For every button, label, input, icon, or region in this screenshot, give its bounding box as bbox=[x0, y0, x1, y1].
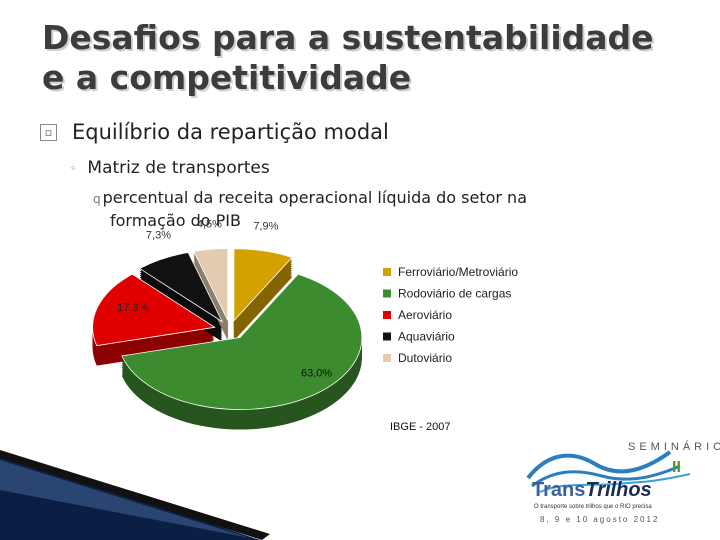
bullet-level-2: ◦ Matriz de transportes bbox=[70, 158, 270, 178]
pie-slice-side-dutoviario bbox=[193, 263, 228, 336]
pie-slice-side-ferroviario-metroviario bbox=[233, 261, 293, 334]
pie-slice-side-aeroviario bbox=[92, 293, 215, 365]
transtrilhos-logo: SEMINÁRIO II TransTrilhos O transporte s… bbox=[526, 440, 720, 524]
title-line-2: e a competitividade bbox=[42, 58, 412, 97]
pie-slice-side-ferroviario-metroviario bbox=[233, 253, 293, 326]
pie-slice-side-aquaviario bbox=[139, 261, 223, 331]
pie-slice-side-aeroviario bbox=[92, 291, 215, 363]
bullet-3-line-2: formação do PIB bbox=[110, 211, 241, 230]
pie-slice-side-aquaviario bbox=[139, 253, 223, 323]
pie-slice-side-dutoviario bbox=[193, 259, 228, 332]
pie-slice-ferroviario-metroviario bbox=[233, 248, 293, 322]
pie-slice-side-ferroviario-metroviario bbox=[233, 251, 293, 324]
bullet-level-3: q percentual da receita operacional líqui… bbox=[93, 187, 673, 231]
circle-bullet-icon: ◦ bbox=[70, 161, 77, 175]
legend-swatch-aeroviario bbox=[383, 311, 391, 319]
title-line-1: Desafios para a sustentabilidade bbox=[42, 18, 654, 57]
pie-slice-side-ferroviario-metroviario bbox=[233, 259, 293, 332]
pie-slice-side-aeroviario bbox=[92, 279, 215, 351]
pie-slice-dutoviario bbox=[193, 248, 229, 321]
pie-slice-side-dutoviario bbox=[193, 267, 228, 340]
pie-slice-side-rodoviario-de-cargas bbox=[121, 277, 362, 413]
pie-slice-side-aquaviario bbox=[139, 265, 223, 335]
legend-label-aeroviario: Aeroviário bbox=[398, 308, 452, 322]
pie-slice-side-ferroviario-metroviario bbox=[233, 263, 293, 336]
pie-slice-side-ferroviario-metroviario bbox=[233, 255, 293, 328]
legend-swatch-dutoviario bbox=[383, 354, 391, 362]
pie-slice-side-aeroviario bbox=[92, 294, 215, 366]
pie-slice-side-ferroviario-metroviario bbox=[233, 249, 293, 322]
pie-slice-aquaviario bbox=[138, 252, 224, 323]
pie-slice-side-rodoviario-de-cargas bbox=[121, 291, 362, 427]
pie-slice-side-ferroviario-metroviario bbox=[233, 267, 293, 340]
legend-label-ferroviario-metroviario: Ferroviário/Metroviário bbox=[398, 265, 518, 279]
pie-slice-side-rodoviario-de-cargas bbox=[121, 275, 362, 411]
pie-slice-side-rodoviario-de-cargas bbox=[121, 289, 362, 425]
square-bullet-icon: ▫ bbox=[40, 124, 57, 141]
pie-slice-side-aquaviario bbox=[139, 259, 223, 329]
data-label-aeroviario: 17,3% bbox=[117, 302, 148, 314]
legend-swatch-ferroviario-metroviario bbox=[383, 268, 391, 276]
pie-slice-side-aquaviario bbox=[139, 255, 223, 325]
pie-slice-side-aquaviario bbox=[139, 257, 223, 327]
pie-slice-side-dutoviario bbox=[193, 261, 228, 334]
pie-slice-side-dutoviario bbox=[193, 251, 228, 324]
bullet-3-line-1: percentual da receita operacional líquid… bbox=[102, 188, 527, 207]
pie-slice-side-aeroviario bbox=[92, 289, 215, 361]
logo-trans: Trans bbox=[532, 479, 585, 501]
pie-slice-side-rodoviario-de-cargas bbox=[121, 287, 362, 423]
pie-slice-side-aeroviario bbox=[92, 283, 215, 355]
pie-slice-side-aquaviario bbox=[139, 263, 223, 333]
logo-numeral: II bbox=[672, 459, 681, 476]
legend-swatch-aquaviario bbox=[383, 332, 391, 341]
pie-slice-side-dutoviario bbox=[193, 253, 228, 326]
slide-title: Desafios para a sustentabilidade e a com… bbox=[42, 18, 702, 98]
bullet-3-marker: q bbox=[93, 192, 101, 206]
chart-source: IBGE - 2007 bbox=[390, 421, 451, 433]
data-label-aquaviario: 7,3% bbox=[146, 230, 171, 242]
pie-slice-side-dutoviario bbox=[193, 265, 228, 338]
pie-slice-aeroviario bbox=[92, 273, 216, 347]
pie-slice-side-rodoviario-de-cargas bbox=[121, 283, 362, 419]
decorative-swoosh bbox=[0, 450, 270, 540]
pie-slice-side-aeroviario bbox=[92, 275, 215, 347]
pie-slice-side-ferroviario-metroviario bbox=[233, 265, 293, 338]
legend-swatch-rodoviario-de-cargas bbox=[383, 289, 391, 298]
pie-slice-side-rodoviario-de-cargas bbox=[121, 293, 362, 429]
pie-slice-side-rodoviario-de-cargas bbox=[121, 281, 362, 417]
pie-slice-side-dutoviario bbox=[193, 249, 228, 322]
data-label-rodoviario-de-cargas: 63,0% bbox=[301, 368, 332, 380]
logo-seminario: SEMINÁRIO bbox=[628, 440, 720, 453]
pie-slice-side-aeroviario bbox=[92, 281, 215, 353]
pie-slice-side-aeroviario bbox=[92, 277, 215, 349]
logo-trilhos: Trilhos bbox=[585, 479, 651, 501]
pie-slice-side-aquaviario bbox=[139, 271, 223, 341]
pie-slice-side-ferroviario-metroviario bbox=[233, 257, 293, 330]
pie-slice-side-aquaviario bbox=[139, 272, 223, 342]
pie-slice-side-dutoviario bbox=[193, 268, 228, 341]
legend-label-aquaviario: Aquaviário bbox=[398, 330, 455, 344]
pie-slice-side-ferroviario-metroviario bbox=[233, 268, 293, 341]
legend-label-rodoviario-de-cargas: Rodoviário de cargas bbox=[398, 287, 511, 301]
bullet-2-text: Matriz de transportes bbox=[87, 158, 270, 178]
logo-tagline: O transporte sobre trilhos que o RIO pre… bbox=[534, 504, 652, 510]
svg-text:TransTrilhos: TransTrilhos bbox=[532, 479, 652, 501]
pie-slice-side-dutoviario bbox=[193, 255, 228, 328]
legend-label-dutoviario: Dutoviário bbox=[398, 351, 452, 365]
pie-slice-side-aeroviario bbox=[92, 287, 215, 359]
pie-slice-side-rodoviario-de-cargas bbox=[121, 279, 362, 415]
pie-slice-rodoviario-de-cargas bbox=[121, 273, 363, 410]
pie-slice-side-aquaviario bbox=[139, 267, 223, 337]
pie-slice-side-dutoviario bbox=[193, 257, 228, 330]
logo-dates: 8, 9 e 10 agosto 2012 bbox=[540, 515, 659, 524]
pie-slice-side-rodoviario-de-cargas bbox=[121, 285, 362, 421]
pie-slice-side-rodoviario-de-cargas bbox=[121, 294, 362, 430]
bullet-1-text: Equilíbrio da repartição modal bbox=[72, 120, 389, 144]
pie-slice-side-aeroviario bbox=[92, 285, 215, 357]
pie-slice-side-aquaviario bbox=[139, 269, 223, 339]
